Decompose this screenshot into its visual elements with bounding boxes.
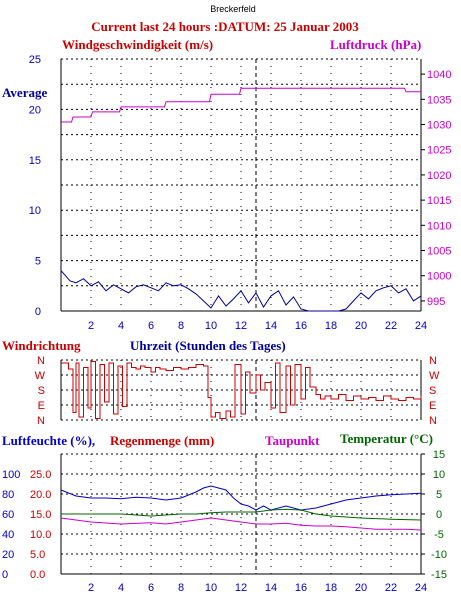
rain-tick-label: 10.0 [30, 529, 51, 541]
x-tick-label: 2 [88, 582, 94, 594]
wind-direction-line [61, 361, 422, 419]
pressure-label: Luftdruck (hPa) [330, 37, 421, 52]
y-right-tick-label: -15 [431, 569, 447, 581]
humidity-tick-label: 80 [2, 489, 14, 501]
direction-left-tick: S [38, 385, 45, 397]
x-tick-label: 14 [265, 582, 277, 594]
x-tick-label: 8 [178, 320, 184, 332]
y-left-tick-label: 0 [35, 306, 41, 318]
y-right-tick-label: 1005 [427, 246, 451, 258]
rain-tick-label: 5.0 [30, 549, 45, 561]
dewpoint-label: Taupunkt [265, 433, 320, 448]
wind-direction-label: Windrichtung [2, 338, 81, 353]
x-tick-label: 2 [88, 320, 94, 332]
humidity-tick-label: 60 [2, 509, 14, 521]
humidity-tick-label: 20 [2, 549, 14, 561]
direction-left-tick: N [37, 355, 45, 367]
x-tick-label: 18 [325, 320, 337, 332]
wind-speed-line [60, 270, 422, 312]
x-tick-label: 24 [415, 582, 427, 594]
x-tick-label: 16 [295, 582, 307, 594]
y-right-tick-label: 1035 [427, 94, 451, 106]
y-right-tick-label: -10 [431, 549, 447, 561]
time-axis-label: Uhrzeit (Stunden des Tages) [130, 338, 286, 353]
y-right-tick-label: 0 [436, 509, 442, 521]
y-right-tick-label: -5 [434, 529, 444, 541]
y-right-tick-label: 1025 [427, 145, 451, 157]
x-tick-label: 6 [148, 320, 154, 332]
direction-right-tick: S [429, 385, 436, 397]
rain-tick-label: 20.0 [30, 489, 51, 501]
x-tick-label: 20 [355, 582, 367, 594]
x-tick-label: 4 [118, 582, 124, 594]
wind-pressure-panel: 0510152025995100010051010101510201025103… [29, 54, 452, 332]
y-right-tick-label: 1040 [427, 69, 451, 81]
y-left-tick-label: 10 [29, 205, 41, 217]
rain-label: Regenmenge (mm) [110, 433, 214, 448]
humidity-tick-label: 0 [2, 569, 8, 581]
chart-header: Current last 24 hours :DATUM: 25 Januar … [91, 19, 359, 34]
x-tick-label: 14 [265, 320, 277, 332]
x-tick-label: 22 [385, 320, 397, 332]
x-tick-label: 24 [415, 320, 427, 332]
y-right-tick-label: 1030 [427, 120, 451, 132]
direction-right-tick: E [429, 400, 436, 412]
y-left-tick-label: 15 [29, 155, 41, 167]
direction-left-tick: N [37, 415, 45, 427]
x-tick-label: 4 [118, 320, 124, 332]
x-tick-label: 6 [148, 582, 154, 594]
y-right-tick-label: 5 [436, 489, 442, 501]
humidity-tick-label: 100 [2, 469, 20, 481]
rain-tick-label: 0.0 [30, 569, 45, 581]
rain-tick-label: 25.0 [30, 469, 51, 481]
direction-left-tick: E [38, 400, 45, 412]
y-right-tick-label: 10 [433, 469, 445, 481]
x-tick-label: 20 [355, 320, 367, 332]
x-tick-label: 10 [205, 582, 217, 594]
direction-right-tick: N [429, 415, 437, 427]
y-left-tick-label: 25 [29, 54, 41, 66]
y-right-tick-label: 1000 [427, 271, 451, 283]
direction-right-tick: W [429, 370, 440, 382]
humidity-label: Luftfeuchte (%), [2, 433, 95, 448]
x-tick-label: 16 [295, 320, 307, 332]
y-left-tick-label: 20 [29, 104, 41, 116]
wind-speed-label: Windgeschwindigkeit (m/s) [62, 37, 213, 52]
y-left-tick-label: 5 [35, 256, 41, 268]
temperatur-line [61, 508, 422, 521]
y-right-tick-label: 995 [427, 296, 445, 308]
station-name: Breckerfeld [210, 4, 256, 14]
wind-direction-panel: N NW WS SE EN N [35, 355, 440, 427]
rain-tick-label: 15.0 [30, 509, 51, 521]
average-label: Average [2, 85, 47, 100]
x-tick-label: 12 [235, 582, 247, 594]
x-tick-label: 10 [205, 320, 217, 332]
temperature-label: Temperatur (°C) [340, 431, 433, 446]
x-tick-label: 22 [385, 582, 397, 594]
y-right-tick-label: 15 [433, 449, 445, 461]
y-right-tick-label: 1020 [427, 170, 451, 182]
direction-left-tick: W [35, 370, 46, 382]
humidity-temperature-panel: -15 -10 -5 0 5 10 15 0 0.0 20 5.0 40 10.0 60 15.0 80 20.… [2, 449, 447, 594]
x-tick-label: 12 [235, 320, 247, 332]
direction-right-tick: N [429, 355, 437, 367]
luftfeuchte-line [60, 485, 422, 511]
x-tick-label: 8 [178, 582, 184, 594]
taupunkt-line [60, 517, 422, 531]
y-right-tick-label: 1015 [427, 195, 451, 207]
y-right-tick-label: 1010 [427, 220, 451, 232]
pressure-line [61, 87, 421, 123]
x-tick-label: 18 [325, 582, 337, 594]
humidity-tick-label: 40 [2, 529, 14, 541]
